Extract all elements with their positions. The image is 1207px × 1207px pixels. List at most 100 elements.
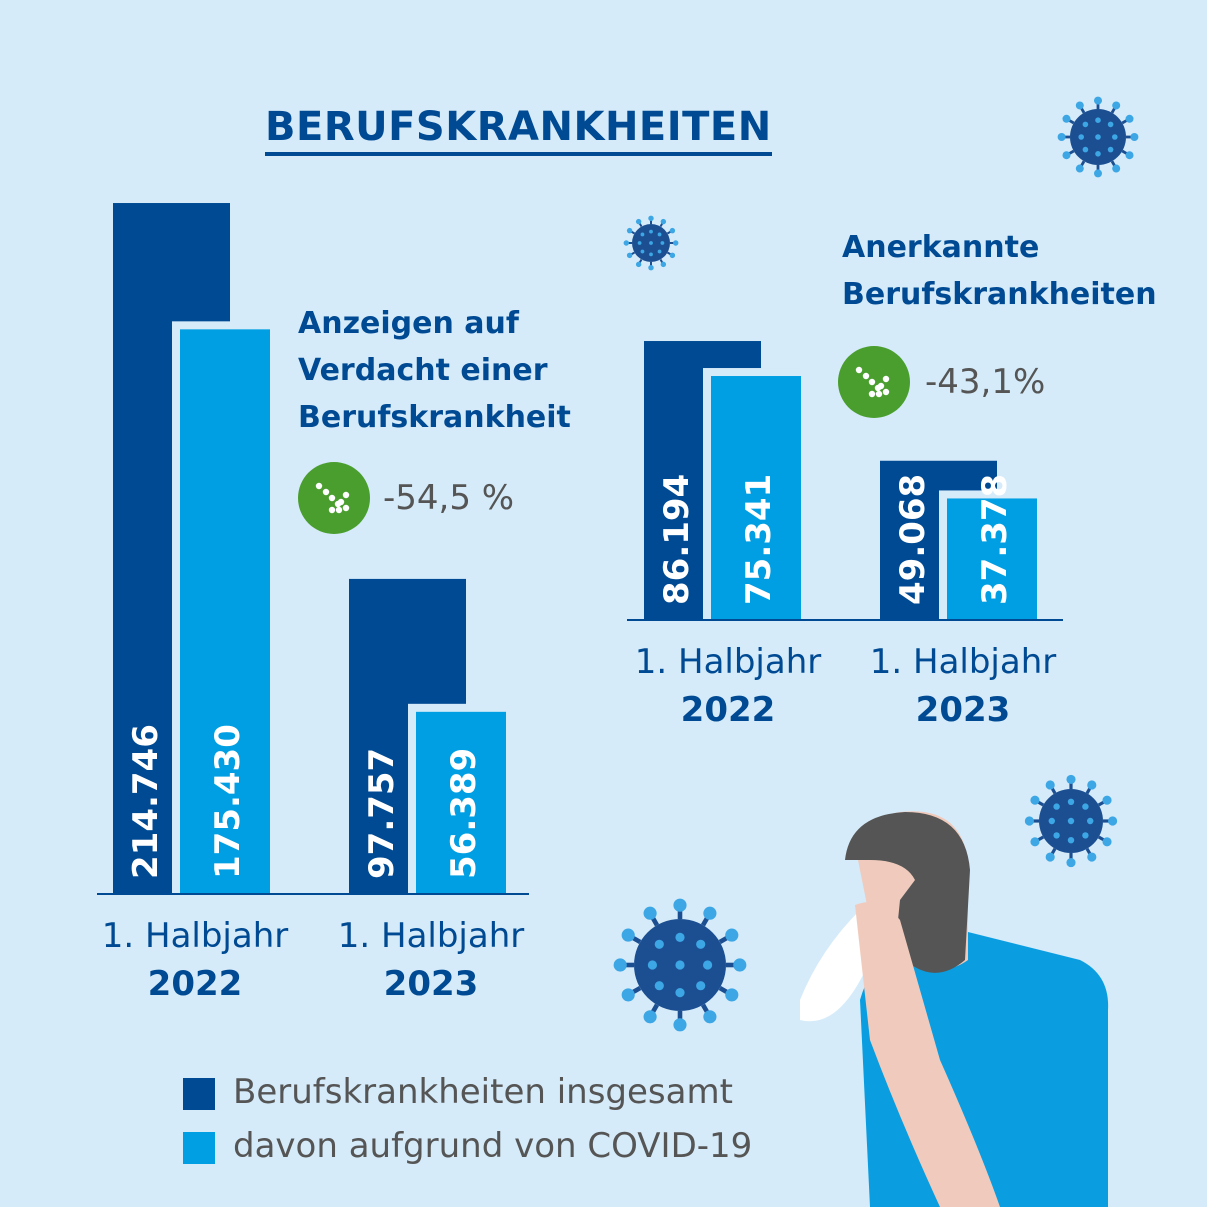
virus-tip bbox=[1062, 151, 1071, 160]
virus-icon bbox=[1057, 96, 1139, 178]
badge-dot bbox=[855, 366, 863, 374]
chart1-title-line: Anzeigen auf bbox=[298, 306, 519, 341]
chart1-category-label: 1. Halbjahr 2022 bbox=[101, 916, 289, 1004]
virus-dot bbox=[1107, 146, 1114, 153]
virus-dot bbox=[1112, 134, 1118, 140]
virus-tip bbox=[648, 215, 654, 222]
virus-tip bbox=[1057, 133, 1066, 141]
bar-value-label: 49.068 bbox=[893, 474, 933, 605]
badge-dot bbox=[342, 491, 350, 499]
virus-dot bbox=[1082, 146, 1089, 153]
bar-covid bbox=[180, 329, 270, 894]
virus-tip bbox=[660, 261, 667, 268]
virus-tip bbox=[613, 958, 627, 972]
virus-dot bbox=[657, 249, 662, 254]
badge-dot bbox=[342, 504, 350, 512]
virus-tip bbox=[669, 252, 676, 259]
chart1-change: -54,5 % bbox=[383, 478, 515, 518]
virus-dot bbox=[1053, 832, 1060, 839]
badge-dot bbox=[875, 390, 883, 398]
badge-dot bbox=[335, 506, 343, 514]
page-title: BERUFSKRANKHEITEN bbox=[265, 104, 772, 156]
virus-dot bbox=[675, 932, 685, 943]
person-arm bbox=[855, 902, 1000, 1207]
sneezing-person-illustration bbox=[800, 811, 1109, 1207]
bar-value-label: 86.194 bbox=[657, 474, 697, 605]
virus-dot bbox=[1078, 134, 1084, 140]
badge-dot bbox=[868, 390, 876, 398]
virus-tip bbox=[1045, 780, 1055, 790]
virus-dot bbox=[640, 249, 645, 254]
badge-dot bbox=[882, 388, 890, 396]
badge-dot bbox=[877, 382, 885, 390]
virus-tip bbox=[1125, 114, 1134, 123]
virus-icon bbox=[613, 898, 747, 1032]
virus-tip bbox=[1130, 133, 1139, 141]
virus-tip bbox=[1030, 837, 1040, 847]
virus-dot bbox=[1067, 837, 1075, 844]
virus-tip bbox=[673, 1018, 687, 1032]
chart1-title-line: Berufskrankheit bbox=[298, 400, 571, 435]
virus-dot bbox=[660, 241, 665, 245]
virus-dot bbox=[649, 241, 653, 245]
virus-dot bbox=[649, 229, 653, 234]
virus-dot bbox=[640, 232, 645, 237]
virus-dot bbox=[1067, 817, 1075, 825]
badge-dot bbox=[328, 494, 336, 502]
chart1-title-line: Verdacht einer bbox=[298, 353, 548, 388]
chart2-title-line: Anerkannte bbox=[842, 230, 1040, 265]
virus-tip bbox=[626, 252, 633, 259]
virus-dot bbox=[696, 939, 706, 949]
virus-icon bbox=[623, 215, 679, 271]
virus-tip bbox=[672, 240, 679, 246]
virus-tip bbox=[1066, 774, 1076, 784]
badge-dot bbox=[882, 375, 890, 383]
bar-value-label: 37.378 bbox=[975, 474, 1015, 605]
virus-dot bbox=[696, 981, 706, 991]
bar-value-label: 56.389 bbox=[444, 748, 484, 879]
bar-covid bbox=[416, 711, 506, 893]
virus-dot bbox=[1082, 121, 1089, 128]
virus-tip bbox=[1125, 151, 1134, 160]
virus-tip bbox=[1112, 164, 1121, 173]
virus-tip bbox=[1087, 780, 1097, 790]
virus-tip bbox=[1024, 816, 1034, 826]
virus-dot bbox=[1095, 151, 1101, 157]
chart2-title-line: Berufskrankheiten bbox=[842, 277, 1157, 312]
badge-dot bbox=[322, 488, 330, 496]
bar-covid bbox=[947, 498, 1037, 619]
virus-tip bbox=[703, 1010, 717, 1024]
virus-tip bbox=[621, 988, 635, 1002]
bar-value-label: 97.757 bbox=[362, 748, 402, 879]
virus-tip bbox=[626, 227, 633, 234]
virus-tip bbox=[1102, 837, 1112, 847]
bar-value-label: 75.341 bbox=[739, 474, 779, 605]
virus-tip bbox=[1112, 101, 1121, 110]
bar-value-label: 214.746 bbox=[126, 724, 166, 879]
virus-tip bbox=[635, 218, 642, 225]
virus-tip bbox=[1075, 164, 1084, 173]
virus-dot bbox=[1067, 798, 1075, 805]
legend-item-total: Berufskrankheiten insgesamt bbox=[183, 1072, 733, 1112]
virus-tip bbox=[1094, 169, 1102, 178]
chart2-category-label: 1. Halbjahr 2023 bbox=[869, 642, 1057, 730]
badge-dot bbox=[328, 506, 336, 514]
virus-tip bbox=[660, 218, 667, 225]
virus-tip bbox=[733, 958, 747, 972]
virus-tip bbox=[1102, 795, 1112, 805]
chart2-change: -43,1% bbox=[925, 362, 1046, 402]
virus-tip bbox=[643, 906, 657, 920]
badge-dot bbox=[868, 378, 876, 386]
virus-dot bbox=[654, 981, 664, 991]
virus-dot bbox=[703, 960, 713, 970]
virus-dot bbox=[1095, 134, 1101, 140]
virus-tip bbox=[1030, 795, 1040, 805]
virus-dot bbox=[1107, 121, 1114, 128]
bar-value-label: 175.430 bbox=[208, 724, 248, 879]
virus-tip bbox=[643, 1010, 657, 1024]
legend-label: Berufskrankheiten insgesamt bbox=[233, 1072, 733, 1112]
virus-dot bbox=[654, 939, 664, 949]
virus-dot bbox=[649, 252, 653, 257]
virus-dot bbox=[1048, 817, 1056, 825]
